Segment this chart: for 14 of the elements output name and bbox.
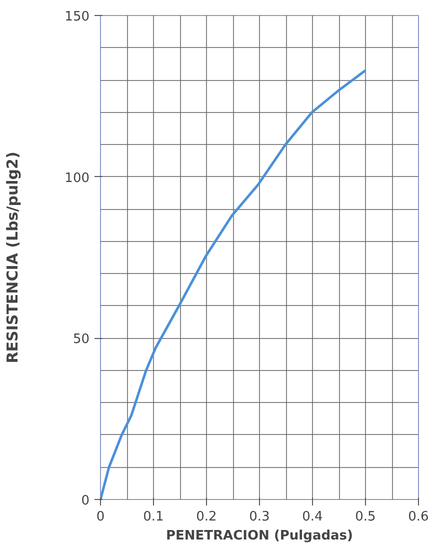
y-tick-label: 150 [64,10,90,24]
y-axis-title: RESISTENCIA (Lbs/pulg2) [4,152,22,364]
y-tick-label: 50 [72,332,90,348]
x-tick-label: 0.6 [408,510,429,524]
line-series [100,69,367,500]
x-tick-label: 0.2 [196,510,217,524]
y-tick-label: 0 [81,494,90,508]
x-tick-label: 0.5 [355,510,376,524]
x-tick-label: 0.4 [302,510,323,524]
y-tick-label: 100 [64,170,90,186]
x-tick-label: 0.1 [143,510,164,524]
x-tick-label: 0 [96,510,105,524]
x-tick-label: 0.3 [249,510,270,524]
x-axis-title: PENETRACION (Pulgadas) [166,528,353,544]
